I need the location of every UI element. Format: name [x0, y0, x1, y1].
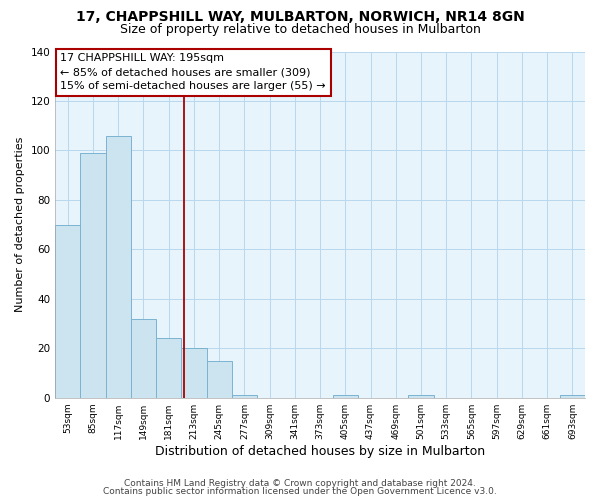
Text: Size of property relative to detached houses in Mulbarton: Size of property relative to detached ho… [119, 22, 481, 36]
Bar [55, 224, 80, 398]
X-axis label: Distribution of detached houses by size in Mulbarton: Distribution of detached houses by size … [155, 444, 485, 458]
Bar [131, 318, 156, 398]
Text: Contains public sector information licensed under the Open Government Licence v3: Contains public sector information licen… [103, 487, 497, 496]
Bar [156, 338, 181, 398]
Bar [232, 395, 257, 398]
Y-axis label: Number of detached properties: Number of detached properties [15, 137, 25, 312]
Bar [206, 360, 232, 398]
Text: Contains HM Land Registry data © Crown copyright and database right 2024.: Contains HM Land Registry data © Crown c… [124, 478, 476, 488]
Text: 17 CHAPPSHILL WAY: 195sqm
← 85% of detached houses are smaller (309)
15% of semi: 17 CHAPPSHILL WAY: 195sqm ← 85% of detac… [61, 53, 326, 91]
Bar [560, 395, 585, 398]
Bar [181, 348, 206, 398]
Text: 17, CHAPPSHILL WAY, MULBARTON, NORWICH, NR14 8GN: 17, CHAPPSHILL WAY, MULBARTON, NORWICH, … [76, 10, 524, 24]
Bar [332, 395, 358, 398]
Bar [409, 395, 434, 398]
Bar [80, 153, 106, 398]
Bar [106, 136, 131, 398]
